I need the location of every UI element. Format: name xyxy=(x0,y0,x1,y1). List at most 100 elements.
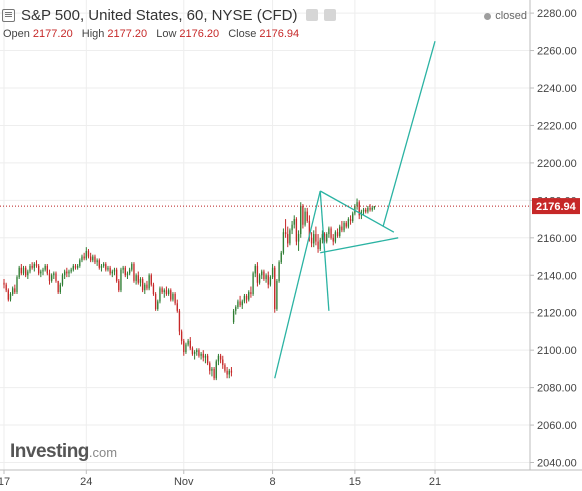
candle-body xyxy=(250,292,252,294)
candle-body xyxy=(356,202,358,206)
candle-body xyxy=(16,277,18,293)
chart-header: S&P 500, United States, 60, NYSE (CFD) xyxy=(2,5,336,25)
candle-body xyxy=(115,269,118,281)
candle-body xyxy=(146,284,148,289)
candle-body xyxy=(243,295,246,302)
trend-line xyxy=(382,41,436,227)
candle-body xyxy=(63,271,66,276)
candle-body xyxy=(232,310,235,323)
candle-body xyxy=(258,275,261,283)
candle-body xyxy=(300,205,302,235)
candle-body xyxy=(267,275,269,285)
candle-body xyxy=(358,202,360,216)
candle-body xyxy=(79,260,81,266)
candle-body xyxy=(92,256,94,261)
trend-line xyxy=(319,190,330,311)
candle-body xyxy=(118,280,120,291)
candle-body xyxy=(96,260,98,263)
ohlc-high-value: 2177.20 xyxy=(107,28,148,40)
candle-body xyxy=(334,232,337,242)
candle-body xyxy=(209,363,211,371)
candle-body xyxy=(85,250,87,259)
candle-body xyxy=(109,267,111,274)
candle-body xyxy=(222,359,224,366)
investing-logo: Investing.com xyxy=(10,441,117,463)
candle-body xyxy=(204,355,207,358)
ohlc-readout: Open 2177.20 High 2177.20 Low 2176.20 Close… xyxy=(3,28,305,40)
candle-body xyxy=(57,280,59,293)
candle-body xyxy=(196,350,198,353)
candle-body xyxy=(295,219,298,242)
candle-body xyxy=(40,271,42,274)
candle-body xyxy=(278,262,280,281)
candle-body xyxy=(217,355,220,362)
candle-body xyxy=(215,361,217,379)
candle-body xyxy=(94,256,96,263)
candle-body xyxy=(245,295,248,300)
candle-body xyxy=(22,267,25,274)
candle-body xyxy=(228,370,230,375)
candle-body xyxy=(5,284,7,291)
candle-body xyxy=(271,267,274,278)
candle-body xyxy=(50,275,53,281)
candle-body xyxy=(349,219,352,221)
candle-body xyxy=(68,271,70,274)
candle-body xyxy=(328,228,330,235)
candle-body xyxy=(7,290,10,300)
candle-body xyxy=(241,301,243,306)
menu-icon[interactable] xyxy=(2,8,15,22)
trend-line xyxy=(274,190,321,379)
candle-body xyxy=(3,282,5,285)
candle-body xyxy=(81,256,83,261)
x-tick-label: 24 xyxy=(80,476,92,488)
settings-icon[interactable] xyxy=(305,9,318,21)
candle-body xyxy=(317,241,319,250)
chart-title: S&P 500, United States, 60, NYSE (CFD) xyxy=(21,6,298,24)
candle-body xyxy=(347,219,350,227)
candle-body xyxy=(24,267,27,276)
candle-body xyxy=(315,234,317,242)
candle-body xyxy=(336,232,339,236)
x-tick-label: 15 xyxy=(349,476,361,488)
candle-body xyxy=(237,301,239,308)
candle-body xyxy=(154,293,157,309)
candle-body xyxy=(339,226,341,236)
candle-body xyxy=(33,264,35,268)
candle-body xyxy=(200,353,202,356)
candle-body xyxy=(74,265,77,268)
candle-body xyxy=(70,269,72,272)
candle-body xyxy=(248,292,250,300)
gear-icon[interactable] xyxy=(323,9,336,21)
candle-body xyxy=(206,355,209,364)
logo-main-text: Investing xyxy=(10,441,89,462)
candle-body xyxy=(61,275,64,285)
candle-body xyxy=(308,220,311,238)
ohlc-high-label: High xyxy=(81,28,105,40)
candle-body xyxy=(261,271,263,276)
candle-body xyxy=(178,310,181,332)
x-tick-label: 8 xyxy=(270,476,276,488)
candle-body xyxy=(29,265,31,272)
candle-body xyxy=(46,265,48,274)
candle-body xyxy=(239,301,241,306)
candle-body xyxy=(213,368,215,379)
candle-body xyxy=(265,275,267,280)
candle-body xyxy=(18,267,20,278)
candle-body xyxy=(297,234,300,242)
candle-body xyxy=(304,211,306,225)
trend-line xyxy=(320,237,399,254)
candle-body xyxy=(148,275,150,289)
candle-body xyxy=(48,273,51,281)
trend-line xyxy=(319,190,395,233)
candle-body xyxy=(135,275,137,281)
candle-body xyxy=(161,288,163,293)
y-tick-label: 2200.00 xyxy=(537,158,577,170)
ohlc-open-value: 2177.20 xyxy=(32,28,73,40)
candle-body xyxy=(269,277,272,285)
candle-body xyxy=(211,368,213,371)
candle-body xyxy=(27,271,29,276)
candle-body xyxy=(44,265,46,270)
candle-body xyxy=(306,211,308,221)
y-tick-label: 2160.00 xyxy=(537,233,577,245)
